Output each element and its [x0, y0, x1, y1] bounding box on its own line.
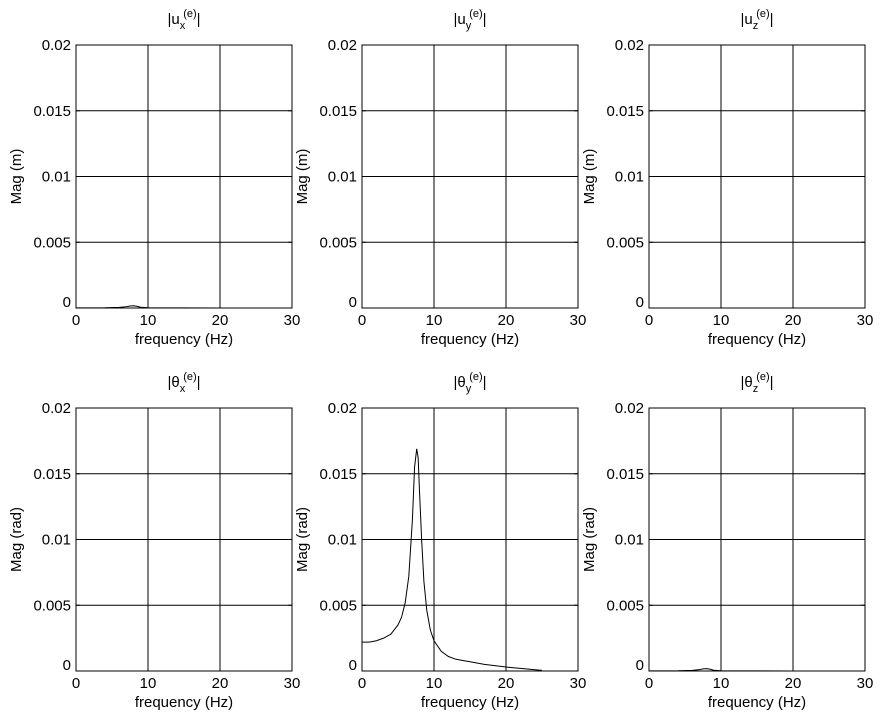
subplot-2: 0 10 20 30 0 0.005 0.01 0.015 0.02 frequency (Hz)… [294, 8, 586, 348]
y-tick-label: 0.005 [606, 234, 644, 251]
x-tick-label: 20 [212, 675, 229, 692]
x-axis-label: frequency (Hz) [135, 694, 233, 711]
x-axis-label: frequency (Hz) [708, 331, 806, 348]
y-axis-label: Mag (m) [8, 149, 25, 205]
x-tick-label: 10 [140, 312, 157, 329]
subplot-6: 0 10 20 30 0 0.005 0.01 0.015 0.02 frequency (Hz)… [581, 371, 873, 711]
y-tick-label: 0.015 [606, 103, 644, 120]
x-axis-label: frequency (Hz) [421, 331, 519, 348]
subplot-4: 0 10 20 30 0 0.005 0.01 0.015 0.02 frequency (Hz)… [8, 371, 300, 711]
x-tick-label: 30 [857, 312, 874, 329]
x-tick-label: 0 [645, 675, 653, 692]
y-tick-label: 0 [63, 657, 71, 674]
subplot-5: 0 10 20 30 0 0.005 0.01 0.015 0.02 frequency (Hz)… [294, 371, 586, 711]
x-tick-label: 0 [358, 675, 366, 692]
subplot-title: |uy(e)| [453, 8, 486, 32]
x-tick-label: 10 [426, 312, 443, 329]
x-tick-label: 20 [785, 312, 802, 329]
y-tick-label: 0.015 [319, 103, 357, 120]
y-tick-label: 0 [349, 294, 357, 311]
y-tick-label: 0.005 [319, 234, 357, 251]
x-tick-label: 20 [498, 675, 515, 692]
subplot-title: |θz(e)| [740, 371, 773, 395]
x-tick-label: 0 [358, 312, 366, 329]
y-tick-label: 0.01 [328, 532, 357, 549]
y-tick-label: 0.015 [606, 466, 644, 483]
x-tick-label: 10 [713, 312, 730, 329]
subplot-title: |θy(e)| [453, 371, 486, 395]
y-tick-label: 0.02 [328, 37, 357, 54]
y-tick-label: 0 [63, 294, 71, 311]
subplot-title: |uz(e)| [740, 8, 773, 32]
y-tick-label: 0.02 [615, 400, 644, 417]
series-line [648, 668, 830, 672]
y-tick-label: 0.015 [33, 466, 71, 483]
y-axis-label: Mag (rad) [294, 507, 311, 572]
y-tick-label: 0.02 [42, 400, 71, 417]
x-tick-label: 10 [140, 675, 157, 692]
y-axis-label: Mag (rad) [8, 507, 25, 572]
y-tick-label: 0.005 [319, 597, 357, 614]
x-tick-label: 30 [284, 675, 301, 692]
x-tick-label: 0 [645, 312, 653, 329]
y-tick-label: 0.01 [42, 169, 71, 186]
y-tick-label: 0.01 [42, 532, 71, 549]
subplot-1: 0 10 20 30 0 0.005 0.01 0.015 0.02 frequency (Hz)… [8, 8, 300, 348]
subplot-title: |θx(e)| [167, 371, 200, 395]
y-tick-label: 0.005 [33, 234, 71, 251]
x-tick-label: 30 [857, 675, 874, 692]
x-tick-label: 10 [426, 675, 443, 692]
y-tick-label: 0.01 [615, 169, 644, 186]
y-tick-label: 0 [636, 294, 644, 311]
y-axis-label: Mag (m) [294, 149, 311, 205]
x-tick-label: 0 [72, 312, 80, 329]
x-axis-label: frequency (Hz) [135, 331, 233, 348]
y-tick-label: 0.005 [33, 597, 71, 614]
subplot-title: |ux(e)| [167, 8, 200, 32]
subplot-3: 0 10 20 30 0 0.005 0.01 0.015 0.02 frequency (Hz)… [581, 8, 873, 348]
y-tick-label: 0.015 [319, 466, 357, 483]
y-tick-label: 0.005 [606, 597, 644, 614]
series-line [75, 305, 257, 309]
x-tick-label: 10 [713, 675, 730, 692]
y-tick-label: 0.02 [42, 37, 71, 54]
x-tick-label: 0 [72, 675, 80, 692]
x-tick-label: 30 [284, 312, 301, 329]
x-tick-label: 20 [212, 312, 229, 329]
x-tick-label: 30 [570, 675, 587, 692]
y-tick-label: 0 [636, 657, 644, 674]
y-tick-label: 0.01 [328, 169, 357, 186]
x-axis-label: frequency (Hz) [708, 694, 806, 711]
x-tick-label: 20 [785, 675, 802, 692]
x-tick-label: 20 [498, 312, 515, 329]
y-axis-label: Mag (m) [581, 149, 598, 205]
y-tick-label: 0.02 [328, 400, 357, 417]
series-line [362, 448, 543, 671]
y-axis-label: Mag (rad) [581, 507, 598, 572]
y-tick-label: 0.01 [615, 532, 644, 549]
x-axis-label: frequency (Hz) [421, 694, 519, 711]
x-tick-label: 30 [570, 312, 587, 329]
y-tick-label: 0.015 [33, 103, 71, 120]
y-tick-label: 0.02 [615, 37, 644, 54]
y-tick-label: 0 [349, 657, 357, 674]
